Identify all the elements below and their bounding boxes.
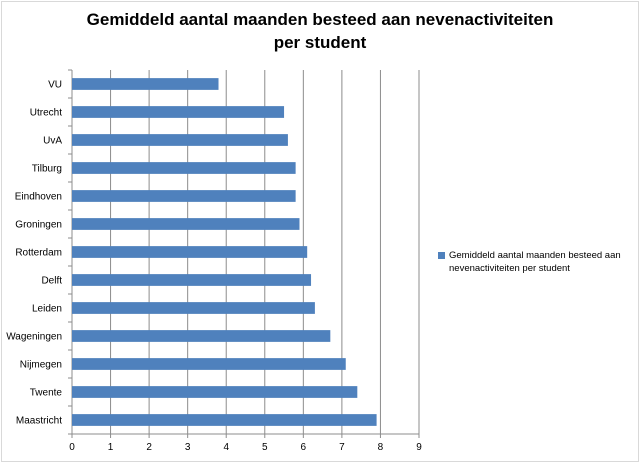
x-tick-label: 9 — [416, 442, 422, 453]
category-label: VU — [48, 80, 62, 91]
bar — [72, 134, 288, 146]
category-label: Eindhoven — [15, 192, 62, 203]
bar — [72, 246, 308, 258]
x-tick-label: 7 — [339, 442, 345, 453]
x-tick-label: 8 — [378, 442, 384, 453]
bar — [72, 274, 312, 286]
x-tick-label: 2 — [146, 442, 152, 453]
category-label: Nijmegen — [20, 360, 62, 371]
category-label: Wageningen — [6, 332, 62, 343]
category-label: Rotterdam — [15, 248, 62, 259]
chart-title: Gemiddeld aantal maanden besteed aan nev… — [0, 8, 640, 54]
bar — [72, 78, 219, 90]
bar — [72, 358, 346, 370]
x-tick-label: 4 — [223, 442, 229, 453]
category-label: Groningen — [15, 220, 62, 231]
category-label: Utrecht — [30, 108, 62, 119]
category-label: UvA — [43, 136, 62, 147]
chart-title-line-1: Gemiddeld aantal maanden besteed aan nev… — [86, 10, 554, 29]
bar — [72, 106, 285, 118]
x-tick-label: 1 — [108, 442, 114, 453]
bar — [72, 302, 315, 314]
bar — [72, 190, 296, 202]
x-tick-label: 3 — [185, 442, 191, 453]
category-label: Tilburg — [32, 164, 62, 175]
category-label: Twente — [30, 388, 63, 399]
legend-entry: Gemiddeld aantal maanden besteed aan nev… — [449, 250, 621, 274]
legend-swatch — [438, 252, 445, 259]
x-tick-label: 0 — [69, 442, 75, 453]
bar — [72, 162, 296, 174]
x-tick-label: 5 — [262, 442, 268, 453]
category-label: Maastricht — [16, 416, 62, 427]
chart-title-line-2: per student — [273, 33, 367, 52]
x-tick-label: 6 — [301, 442, 307, 453]
bar — [72, 330, 331, 342]
bar — [72, 386, 358, 398]
category-label: Delft — [41, 276, 62, 287]
bar — [72, 218, 300, 230]
bar — [72, 414, 377, 426]
category-label: Leiden — [32, 304, 62, 315]
